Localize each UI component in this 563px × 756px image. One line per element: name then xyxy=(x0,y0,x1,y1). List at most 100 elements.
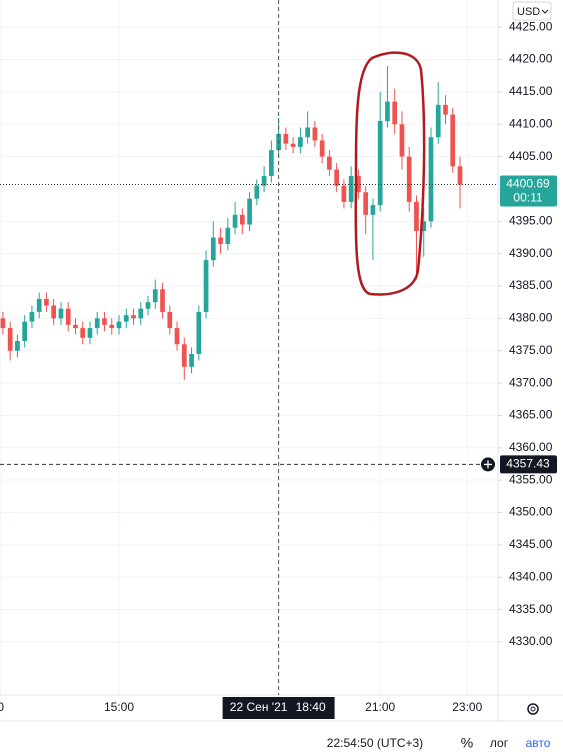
candle-body xyxy=(428,137,434,222)
candle-body xyxy=(327,156,332,170)
y-tick-label: 4350.00 xyxy=(509,505,553,519)
x-tick-label: 23:00 xyxy=(452,700,482,714)
candle-body xyxy=(239,214,245,225)
crosshair-time: 18:40 xyxy=(296,700,326,714)
candle-body xyxy=(145,302,151,309)
candle-body xyxy=(7,328,13,351)
candle-body xyxy=(435,104,441,138)
percent-button[interactable]: % xyxy=(461,735,473,751)
candle-body xyxy=(370,205,376,215)
y-tick-label: 4380.00 xyxy=(509,311,553,325)
y-tick-label: 4390.00 xyxy=(509,246,553,260)
x-tick-label: 15:00 xyxy=(104,700,134,714)
gear-hub[interactable] xyxy=(530,706,536,712)
currency-caret[interactable] xyxy=(541,9,549,14)
y-tick-label: 4360.00 xyxy=(509,440,553,454)
candle-body xyxy=(377,121,383,206)
candle-body xyxy=(15,341,20,351)
gear[interactable] xyxy=(527,703,539,715)
candle-body xyxy=(123,315,129,322)
candle-body xyxy=(406,156,412,202)
y-tick-label: 4340.00 xyxy=(509,569,553,583)
candle-body xyxy=(283,133,289,144)
candle-body xyxy=(94,318,100,329)
candle-body xyxy=(399,124,405,157)
alert-add-plus xyxy=(484,460,492,469)
candle-body xyxy=(0,318,6,329)
candle-body xyxy=(261,176,267,186)
crosshair-date: 22 Сен '21 xyxy=(230,700,288,714)
candle-body xyxy=(421,221,427,232)
candle-body xyxy=(450,114,456,167)
x-tick-label: 21:00 xyxy=(365,700,395,714)
y-tick-label: 4330.00 xyxy=(509,634,553,648)
candle-body xyxy=(73,324,78,329)
y-tick-label: 4385.00 xyxy=(509,278,553,292)
candle-body xyxy=(203,260,209,312)
currency-label[interactable]: USD xyxy=(517,6,540,18)
candle-body xyxy=(334,169,340,186)
candle-body xyxy=(29,311,35,322)
currency-box[interactable] xyxy=(512,1,552,21)
y-tick-label: 4420.00 xyxy=(509,52,553,66)
y-tick-label: 4410.00 xyxy=(509,116,553,130)
candle-body xyxy=(247,198,252,225)
y-tick-label: 4355.00 xyxy=(509,472,553,486)
alert-label: 4357.43 xyxy=(506,457,550,471)
candle-body xyxy=(116,321,122,329)
candle-body xyxy=(102,318,107,325)
candle-body xyxy=(65,308,71,325)
candle-body xyxy=(167,311,173,329)
highlight-circle xyxy=(354,51,426,296)
candle-body xyxy=(51,305,57,319)
y-tick-label: 4345.00 xyxy=(509,537,553,551)
y-tick-label: 4415.00 xyxy=(509,84,553,98)
alert-box xyxy=(500,455,557,474)
candle-body xyxy=(392,101,398,125)
candle-body xyxy=(443,104,448,115)
candle-body xyxy=(210,237,216,261)
y-tick-label: 4335.00 xyxy=(509,602,553,616)
candle-body xyxy=(348,176,354,202)
candle-body xyxy=(44,298,49,306)
candle-body xyxy=(218,237,223,244)
candle-body xyxy=(268,150,274,177)
candle-body xyxy=(298,137,303,147)
candle-body xyxy=(109,324,115,329)
candle-body xyxy=(36,298,42,312)
crosshair-box xyxy=(222,697,335,719)
candle-body xyxy=(225,227,231,244)
candle-body xyxy=(312,127,318,141)
candle-body xyxy=(290,143,296,147)
y-tick-label: 4395.00 xyxy=(509,213,553,227)
y-tick-label: 4375.00 xyxy=(509,343,553,357)
candle-body xyxy=(160,289,165,312)
candle-body xyxy=(22,321,28,342)
settings-icon[interactable] xyxy=(527,703,539,715)
candle-body xyxy=(254,185,260,199)
clock: 22:54:50 (UTC+3) xyxy=(327,736,423,750)
candle-body xyxy=(189,353,194,367)
y-tick-label: 4365.00 xyxy=(509,408,553,422)
candle-body xyxy=(138,308,144,319)
candle-body xyxy=(80,328,86,338)
candle-body xyxy=(174,328,180,345)
candle-body xyxy=(341,185,347,202)
candle-body xyxy=(131,315,136,319)
candle-body xyxy=(152,289,158,303)
candle-body xyxy=(457,166,463,185)
candle-body xyxy=(385,101,390,122)
log-button[interactable]: лог xyxy=(490,736,509,750)
candle-body xyxy=(414,201,419,232)
auto-button[interactable]: авто xyxy=(526,736,551,750)
currency-button[interactable]: USD xyxy=(512,1,552,21)
y-tick-label: 4405.00 xyxy=(509,149,553,163)
candle-body xyxy=(305,127,310,138)
candle-body xyxy=(87,328,93,338)
last-price-label: 4400.69 xyxy=(506,177,550,191)
candle-body xyxy=(58,308,64,319)
candle-body xyxy=(363,192,369,215)
y-tick-label: 4425.00 xyxy=(509,19,553,33)
